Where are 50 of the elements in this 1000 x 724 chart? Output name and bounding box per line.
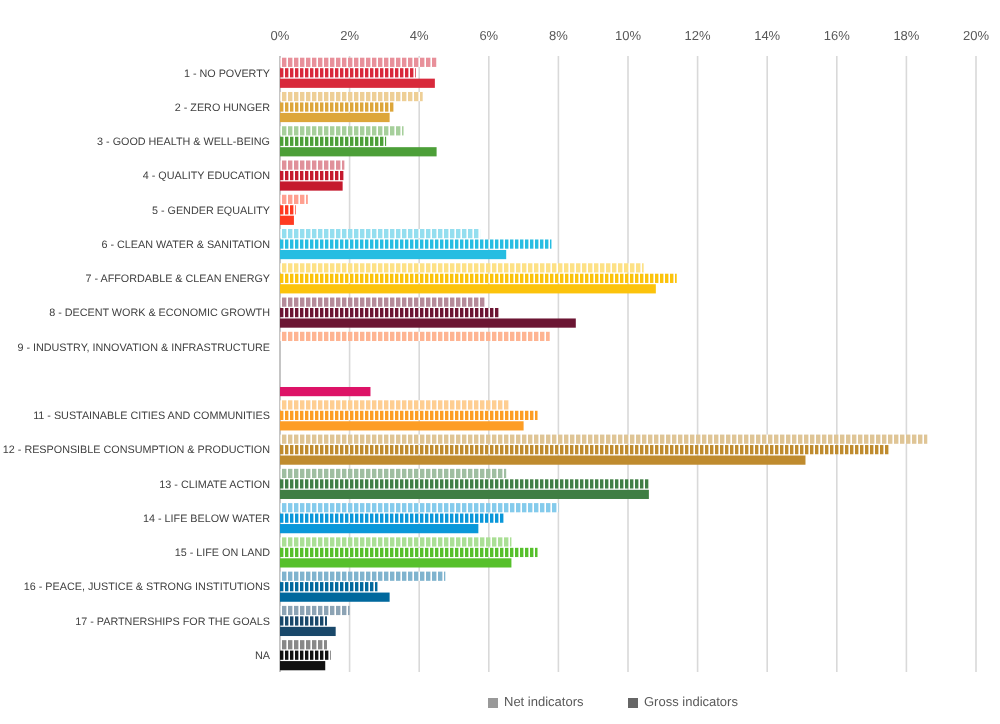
bar <box>280 284 656 294</box>
bar <box>280 626 336 637</box>
bar <box>280 263 644 273</box>
bar <box>280 605 350 616</box>
bar <box>280 273 677 283</box>
bar <box>280 489 649 499</box>
bar <box>280 68 416 78</box>
bar <box>280 513 505 523</box>
bar <box>280 537 512 547</box>
bar <box>280 194 308 204</box>
bar <box>280 386 371 397</box>
bar <box>280 616 327 626</box>
bar <box>280 78 435 88</box>
bar <box>280 102 395 112</box>
bar <box>280 170 345 181</box>
bar <box>280 547 538 558</box>
bar <box>280 524 479 534</box>
bar <box>280 421 524 431</box>
bar <box>280 112 390 123</box>
bar <box>280 468 507 479</box>
bar <box>280 400 510 410</box>
bar <box>280 410 538 420</box>
bar <box>280 571 446 581</box>
bar <box>280 126 404 136</box>
bar <box>280 308 500 318</box>
bar <box>280 57 437 67</box>
bar <box>280 181 343 191</box>
bar <box>280 650 331 660</box>
bar <box>280 229 481 239</box>
bar <box>280 318 576 328</box>
bar <box>280 434 928 444</box>
bar <box>280 503 559 513</box>
bar <box>280 592 390 602</box>
bar <box>280 640 327 650</box>
bar <box>280 147 437 157</box>
bar <box>280 91 423 102</box>
bar <box>280 297 486 307</box>
bar <box>280 558 512 568</box>
bar <box>280 136 387 146</box>
bar <box>280 445 889 455</box>
bar <box>280 455 806 465</box>
bar <box>280 215 294 225</box>
bar <box>280 205 296 215</box>
bar <box>280 479 649 489</box>
bar <box>280 661 326 671</box>
bar <box>280 239 552 249</box>
bar <box>280 160 345 170</box>
bar <box>280 249 507 260</box>
bar <box>280 331 550 342</box>
bar <box>280 582 378 592</box>
